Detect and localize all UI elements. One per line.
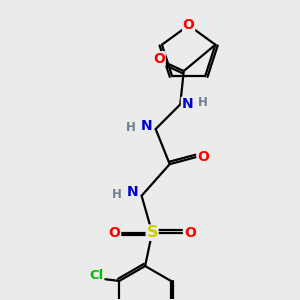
Text: O: O xyxy=(153,52,165,66)
Text: N: N xyxy=(127,185,139,199)
Text: S: S xyxy=(146,225,158,240)
Text: O: O xyxy=(109,226,121,240)
Text: Cl: Cl xyxy=(89,269,103,282)
Text: O: O xyxy=(197,150,209,164)
Text: N: N xyxy=(182,98,193,111)
Text: O: O xyxy=(183,18,195,32)
Text: O: O xyxy=(184,226,196,240)
Text: H: H xyxy=(126,121,136,134)
Text: N: N xyxy=(141,118,153,133)
Text: H: H xyxy=(112,188,122,200)
Text: H: H xyxy=(198,96,208,109)
